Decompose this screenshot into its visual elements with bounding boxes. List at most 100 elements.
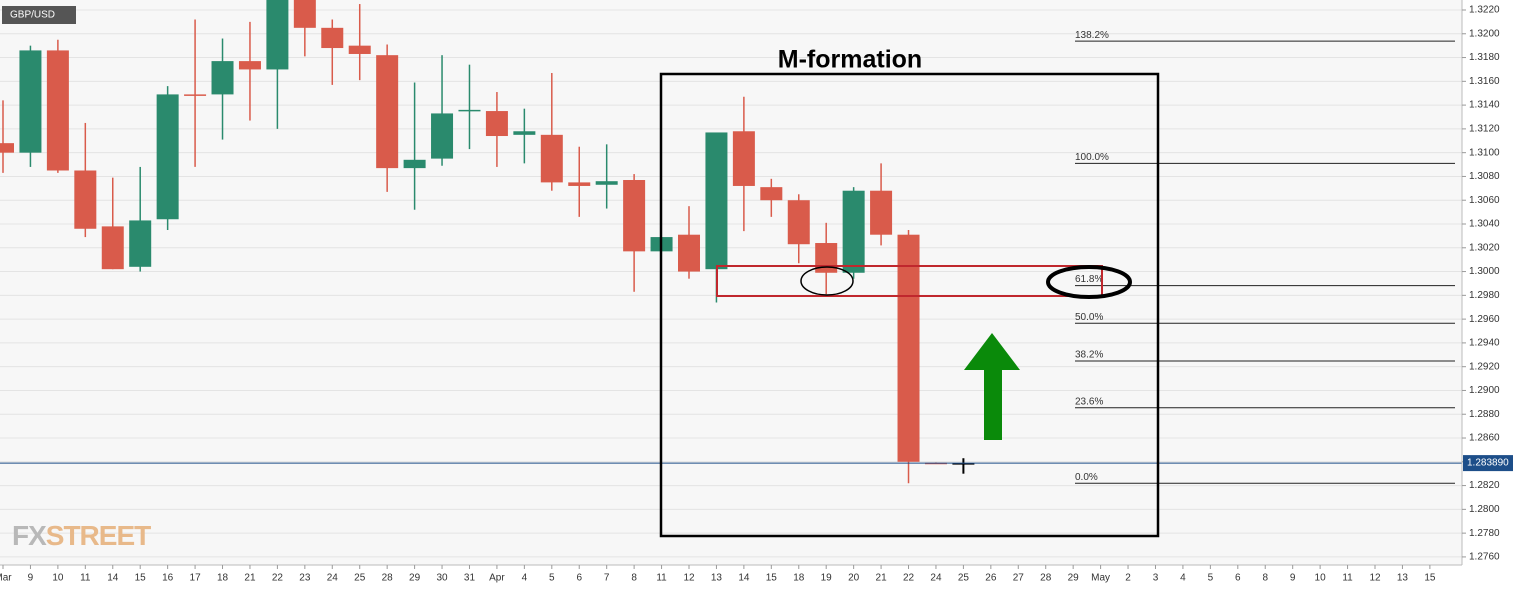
x-tick-label: 7 (604, 573, 610, 584)
y-tick-label: 1.2860 (1469, 433, 1500, 444)
candle-body (129, 220, 152, 267)
candle-body (842, 190, 865, 273)
fib-label: 0.0% (1075, 472, 1098, 483)
candle-body (678, 234, 700, 272)
x-tick-label: 18 (217, 573, 229, 584)
x-tick-label: 5 (1208, 573, 1214, 584)
x-tick-label: 4 (1180, 573, 1186, 584)
y-tick-label: 1.2820 (1469, 480, 1500, 491)
y-tick-label: 1.3100 (1469, 147, 1500, 158)
x-tick-label: 26 (985, 573, 997, 584)
y-tick-label: 1.2920 (1469, 361, 1500, 372)
y-tick-label: 1.3080 (1469, 171, 1500, 182)
candle-body (74, 170, 97, 229)
candle-body (540, 134, 563, 183)
y-tick-label: 1.3200 (1469, 28, 1500, 39)
candle-body (19, 50, 42, 153)
zone-box (716, 265, 1103, 297)
y-tick-label: 1.3040 (1469, 219, 1500, 230)
x-tick-label: 3 (1153, 573, 1159, 584)
current-price-badge (1463, 455, 1513, 472)
candle-body (431, 113, 454, 159)
watermark-part: FX (12, 520, 47, 551)
y-tick-label: 1.3180 (1469, 52, 1500, 63)
x-tick-label: 11 (80, 573, 91, 584)
x-tick-label: 28 (1040, 573, 1052, 584)
x-tick-label: 22 (903, 573, 915, 584)
x-tick-label: 6 (576, 573, 582, 584)
x-tick-label: 19 (821, 573, 833, 584)
plot-background (0, 0, 1462, 565)
y-tick-label: 1.3020 (1469, 242, 1500, 253)
candle-body (46, 50, 69, 171)
x-tick-label: 17 (190, 573, 202, 584)
x-tick-label: 25 (354, 573, 366, 584)
circle (1046, 265, 1132, 299)
x-tick-label: 2 (1125, 573, 1131, 584)
annotation: M-formation (778, 46, 922, 74)
x-tick-label: 31 (464, 573, 476, 584)
x-tick-label: 20 (848, 573, 860, 584)
up-arrow (964, 333, 1020, 440)
candle-body (485, 111, 508, 137)
candle-body (568, 182, 591, 186)
x-tick-label: 15 (135, 573, 147, 584)
candle-body (595, 181, 618, 185)
x-tick-label: Mar (0, 573, 12, 584)
candle-body (348, 45, 371, 54)
y-tick-label: 1.2940 (1469, 338, 1500, 349)
candle-body (897, 234, 920, 462)
y-tick-label: 1.2880 (1469, 409, 1500, 420)
x-tick-label: 30 (436, 573, 448, 584)
x-tick-label: 8 (631, 573, 637, 584)
candle-body (321, 27, 344, 49)
candle-body (870, 190, 893, 235)
fib-label: 23.6% (1075, 396, 1103, 407)
candle-body (293, 0, 316, 28)
x-tick-label: Apr (489, 573, 505, 584)
y-tick-label: 1.2760 (1469, 552, 1500, 563)
x-tick-label: 14 (107, 573, 119, 584)
x-tick-label: 9 (28, 573, 34, 584)
y-tick-label: 1.2900 (1469, 385, 1500, 396)
candle-body (184, 94, 207, 96)
x-tick-label: 4 (522, 573, 528, 584)
x-tick-label: 18 (793, 573, 805, 584)
x-tick-label: 5 (549, 573, 555, 584)
candle-body (403, 159, 426, 169)
x-tick-label: 8 (1262, 573, 1268, 584)
x-tick-label: 24 (930, 573, 942, 584)
x-tick-label: May (1091, 573, 1110, 584)
x-tick-label: 10 (1315, 573, 1327, 584)
current-price-label: 1.283890 (1467, 458, 1509, 469)
x-tick-label: 15 (1424, 573, 1436, 584)
circle (800, 266, 854, 296)
fib-label: 138.2% (1075, 30, 1109, 41)
x-tick-label: 29 (409, 573, 421, 584)
x-tick-label: 14 (738, 573, 750, 584)
candle-body (787, 200, 810, 245)
candle-body (513, 131, 536, 135)
y-tick-label: 1.2780 (1469, 528, 1500, 539)
x-tick-label: 11 (1342, 573, 1353, 584)
candle-body (238, 61, 261, 70)
fib-label: 38.2% (1075, 350, 1103, 361)
watermark-part: STREET (46, 520, 151, 551)
x-tick-label: 9 (1290, 573, 1296, 584)
fib-label: 100.0% (1075, 152, 1109, 163)
y-tick-label: 1.3120 (1469, 124, 1500, 135)
y-tick-label: 1.2800 (1469, 504, 1500, 515)
candle-body (732, 131, 755, 186)
y-tick-label: 1.3140 (1469, 100, 1500, 111)
x-tick-label: 16 (162, 573, 174, 584)
fib-label: 50.0% (1075, 312, 1103, 323)
watermark: FXSTREET (12, 520, 151, 551)
x-tick-label: 13 (1397, 573, 1409, 584)
candle-body (211, 61, 234, 95)
candle-body (0, 143, 14, 153)
pattern-box (659, 72, 1160, 538)
candle-body (952, 463, 975, 465)
candle-body (266, 0, 289, 70)
x-tick-label: 21 (244, 573, 256, 584)
